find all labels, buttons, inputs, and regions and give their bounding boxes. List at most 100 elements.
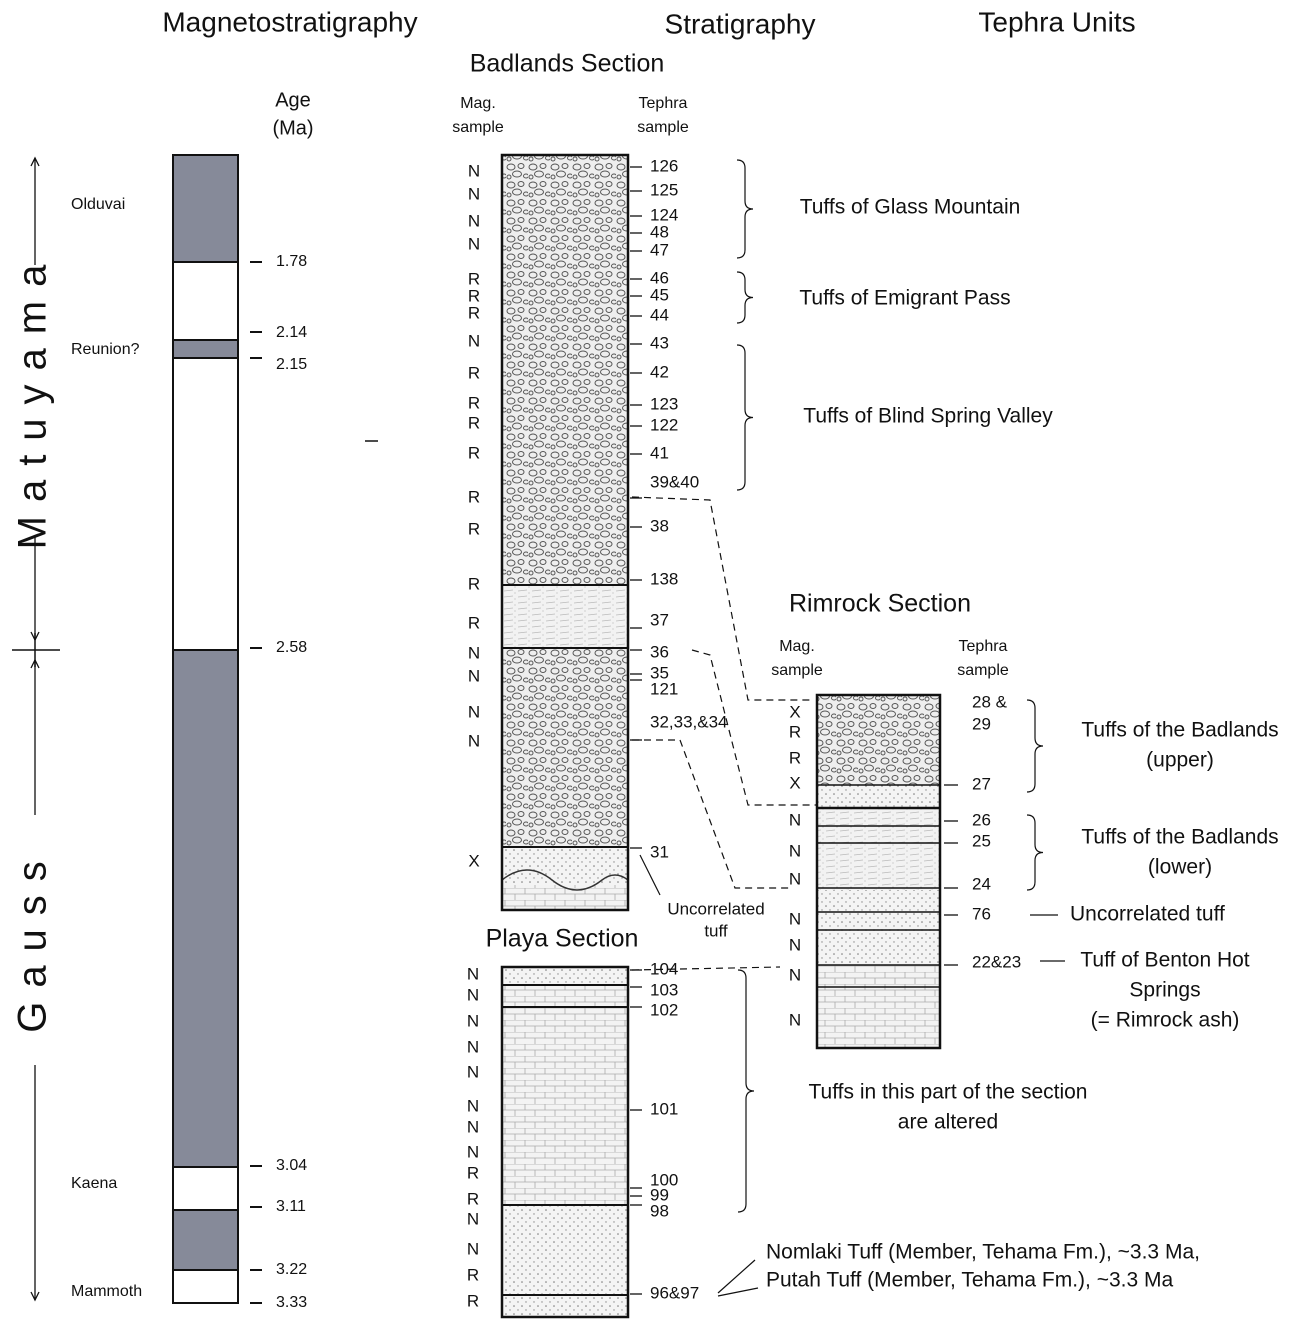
tephra-sample: 45 (650, 285, 669, 304)
tephra-sample: 31 (650, 842, 669, 861)
mag-sample: X (789, 702, 800, 721)
mag-sample: R (468, 303, 480, 322)
subchron: Reunion? (71, 341, 140, 358)
tephra-unit: (= Rimrock ash) (1091, 1009, 1240, 1032)
brace (1027, 700, 1043, 792)
mag-sample: N (789, 909, 801, 928)
mag-sample: R (468, 443, 480, 462)
tephra-sample: 126 (650, 156, 678, 175)
tephra-unit: Tuff of Benton Hot (1080, 949, 1249, 972)
tephra-unit: Nomlaki Tuff (Member, Tehama Fm.), ~3.3 … (766, 1241, 1200, 1264)
brace (737, 345, 753, 490)
tephra-sample: 101 (650, 1099, 678, 1118)
column-header: Tephra (639, 95, 688, 112)
mag-sample: N (468, 234, 480, 253)
note: tuff (704, 921, 728, 940)
mag-sample: N (789, 810, 801, 829)
tephra-sample: 22&23 (972, 952, 1021, 971)
subchron: Olduvai (71, 196, 125, 213)
mag-sample: N (468, 161, 480, 180)
lithology (502, 155, 628, 585)
tephra-sample: 48 (650, 222, 669, 241)
polarity-block (173, 1270, 238, 1303)
age: 3.33 (276, 1294, 307, 1311)
mag-sample: R (467, 1163, 479, 1182)
mag-sample: N (789, 1010, 801, 1029)
lithology (502, 1205, 628, 1318)
tephra-sample: 27 (972, 774, 991, 793)
mag-sample: R (467, 1189, 479, 1208)
tephra-sample: 41 (650, 443, 669, 462)
figure: MagnetostratigraphyStratigraphyTephra Un… (0, 0, 1307, 1319)
brace (1027, 815, 1043, 890)
column-header: Tephra (959, 638, 1008, 655)
mag-sample: R (468, 393, 480, 412)
age: 3.04 (276, 1157, 307, 1174)
tephra-unit: are altered (898, 1111, 998, 1134)
mag-sample: N (467, 1117, 479, 1136)
section-title: Playa Section (486, 925, 639, 953)
tephra-sample: 44 (650, 305, 669, 324)
mag-sample: N (467, 1239, 479, 1258)
tephra-sample: 25 (972, 831, 991, 850)
mag-sample: R (789, 748, 801, 767)
section-title: Rimrock Section (789, 590, 971, 618)
lithology (502, 985, 628, 1205)
mag-sample: N (468, 731, 480, 750)
tephra-unit: Tuffs of Emigrant Pass (799, 287, 1010, 310)
tephra-sample: 38 (650, 516, 669, 535)
column-header: Mag. (460, 95, 496, 112)
header: Tephra Units (978, 6, 1135, 37)
tephra-sample: 96&97 (650, 1283, 699, 1302)
mag-sample: N (789, 869, 801, 888)
mag-sample: N (468, 211, 480, 230)
polarity-block (173, 650, 238, 1167)
subchron: Kaena (71, 1175, 117, 1192)
tephra-sample: 39&40 (650, 472, 699, 491)
mag-sample: R (468, 574, 480, 593)
mag-sample: N (468, 666, 480, 685)
tephra-sample: 102 (650, 1000, 678, 1019)
mag-sample: R (468, 487, 480, 506)
mag-sample: R (467, 1265, 479, 1284)
polarity-block (173, 340, 238, 358)
polarity-block (173, 358, 238, 650)
mag-sample: R (467, 1291, 479, 1310)
column-header: sample (771, 662, 823, 679)
tephra-sample: 28 & (972, 692, 1008, 711)
mag-sample: N (467, 1011, 479, 1030)
tephra-sample: 29 (972, 714, 991, 733)
tephra-sample: 42 (650, 362, 669, 381)
column-header: sample (957, 662, 1009, 679)
mag-sample: N (468, 331, 480, 350)
mag-sample: X (789, 773, 800, 792)
mag-sample: N (467, 1142, 479, 1161)
tephra-unit: (upper) (1146, 749, 1214, 772)
tephra-unit: Tuffs of Blind Spring Valley (803, 405, 1053, 428)
mag-sample: N (468, 184, 480, 203)
tephra-unit: Uncorrelated tuff (1070, 903, 1225, 926)
mag-sample: N (467, 1062, 479, 1081)
lithology (502, 967, 628, 985)
mag-sample: N (789, 841, 801, 860)
age: 1.78 (276, 253, 307, 270)
mag-sample: N (468, 702, 480, 721)
tephra-unit: Putah Tuff (Member, Tehama Fm.), ~3.3 Ma (766, 1269, 1173, 1292)
age: 2.15 (276, 356, 307, 373)
tephra-sample: 37 (650, 610, 669, 629)
mag-sample: N (467, 1037, 479, 1056)
brace (738, 970, 754, 1212)
mag-sample: R (789, 722, 801, 741)
mag-sample: R (468, 413, 480, 432)
header: Magnetostratigraphy (162, 6, 417, 37)
tephra-sample: 26 (972, 810, 991, 829)
age: 3.22 (276, 1261, 307, 1278)
mag-sample: N (468, 643, 480, 662)
chron: Matuyama (11, 251, 55, 550)
section-title: Badlands Section (470, 50, 665, 78)
polarity-block (173, 155, 238, 262)
lithology (502, 847, 628, 885)
mag-sample: R (468, 613, 480, 632)
mag-sample: N (789, 935, 801, 954)
mag-sample: N (467, 985, 479, 1004)
